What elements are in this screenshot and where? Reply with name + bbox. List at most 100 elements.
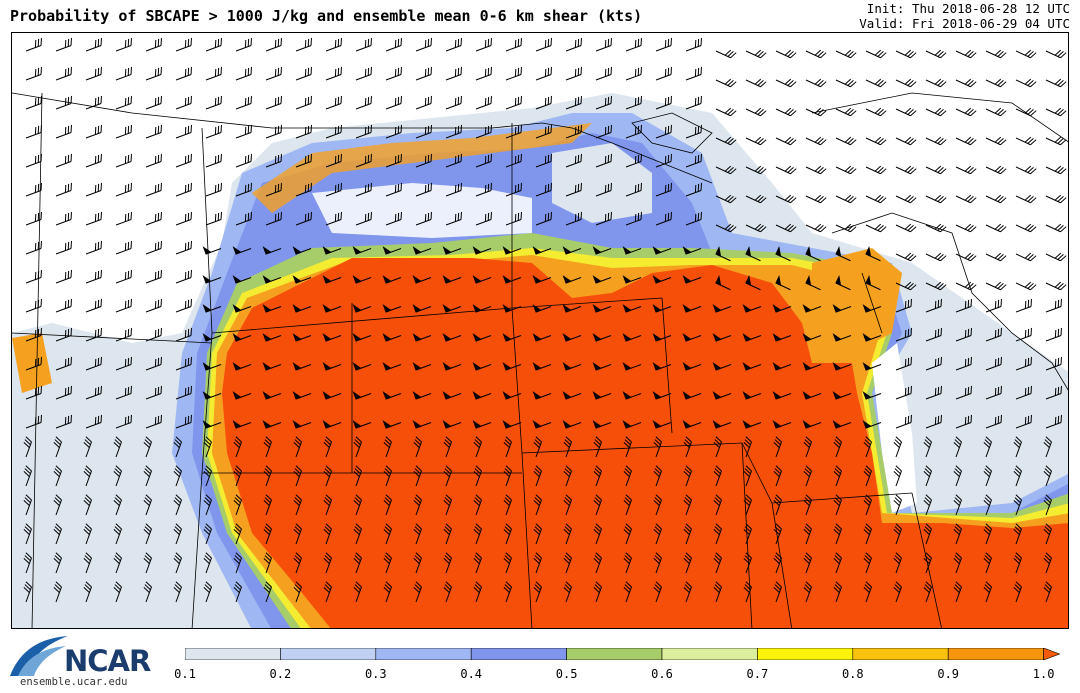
wind-barb [235,37,252,52]
wind-barb [115,414,132,429]
wind-barb [832,391,852,400]
wind-barb [233,552,242,574]
wind-barb [865,246,881,262]
wind-barb [835,165,857,175]
wind-barb [442,275,462,284]
wind-barb [1045,223,1067,233]
wind-barb [862,304,882,313]
wind-barb [562,391,582,400]
wind-barb [83,552,92,574]
wind-barb [115,298,132,313]
wind-barb [955,385,972,400]
wind-barb [745,223,767,233]
wind-barb [895,194,917,204]
wind-barb [655,66,672,81]
wind-barb [653,581,662,603]
wind-barb [863,436,872,458]
wind-barb [445,95,462,110]
wind-barb [773,552,782,574]
wind-barb [862,420,882,429]
wind-barb [203,581,212,603]
wind-barb [295,66,312,81]
wind-barb [145,153,162,168]
wind-barb [895,298,912,313]
wind-barb [295,124,312,139]
wind-barb [262,362,282,371]
wind-barb [1015,385,1032,400]
wind-barb [385,211,402,226]
wind-barb [653,552,662,574]
wind-barb [442,246,462,255]
wind-barb [565,124,582,139]
wind-barb [925,298,942,313]
wind-barb [562,304,582,313]
wind-barb [232,362,252,371]
wind-barb [235,66,252,81]
wind-barb [323,494,332,516]
wind-barb [653,494,662,516]
wind-barb [803,523,812,545]
wind-barb [773,494,782,516]
init-time: Init: Thu 2018-06-28 12 UTC [866,1,1070,16]
wind-barb [893,465,902,487]
wind-barb [475,153,492,168]
wind-barb [622,333,642,342]
wind-barb [53,436,62,458]
wind-barb [23,436,32,458]
wind-barb [442,362,462,371]
wind-barb [985,194,1007,204]
wind-barb [205,37,222,52]
wind-barb [805,223,827,233]
wind-barb [745,275,761,291]
wind-barb [592,275,612,284]
wind-barb [505,95,522,110]
wind-barb [175,385,192,400]
wind-barb [145,37,162,52]
colorbar-segment [185,648,281,660]
wind-barb [565,211,582,226]
wind-barb [683,465,692,487]
wind-barb [535,211,552,226]
wind-barb [232,420,252,429]
wind-barb [865,275,881,291]
wind-barb [1045,136,1067,146]
wind-barb [622,304,642,313]
wind-barb [1045,414,1062,429]
wind-barb [563,465,572,487]
wind-barb [1043,552,1052,574]
wind-barb [985,136,1007,146]
wind-barb [415,124,432,139]
colorbar-over-arrow [1043,648,1061,660]
wind-barb [383,523,392,545]
wind-barb [323,465,332,487]
wind-barb [775,275,791,291]
wind-barb [145,240,162,255]
wind-barb [1015,356,1032,371]
wind-barb [355,153,372,168]
wind-barb [503,465,512,487]
wind-barb [25,37,42,52]
wind-barb [832,420,852,429]
wind-barb [863,523,872,545]
wind-barb [352,304,372,313]
wind-barb [175,211,192,226]
wind-barb [143,436,152,458]
wind-barb [473,465,482,487]
wind-barb [263,523,272,545]
wind-barb [712,420,732,429]
wind-barb [983,523,992,545]
wind-barb [1045,281,1067,291]
wind-barb [113,436,122,458]
wind-barb [445,182,462,197]
wind-barb [442,420,462,429]
wind-barb [53,552,62,574]
wind-barb [53,581,62,603]
wind-barb [923,523,932,545]
wind-barb [745,107,767,117]
wind-barb [563,552,572,574]
wind-barb [352,333,372,342]
wind-barb [143,494,152,516]
wind-barb [352,391,372,400]
wind-barb [985,281,1007,291]
wind-barb [532,304,552,313]
